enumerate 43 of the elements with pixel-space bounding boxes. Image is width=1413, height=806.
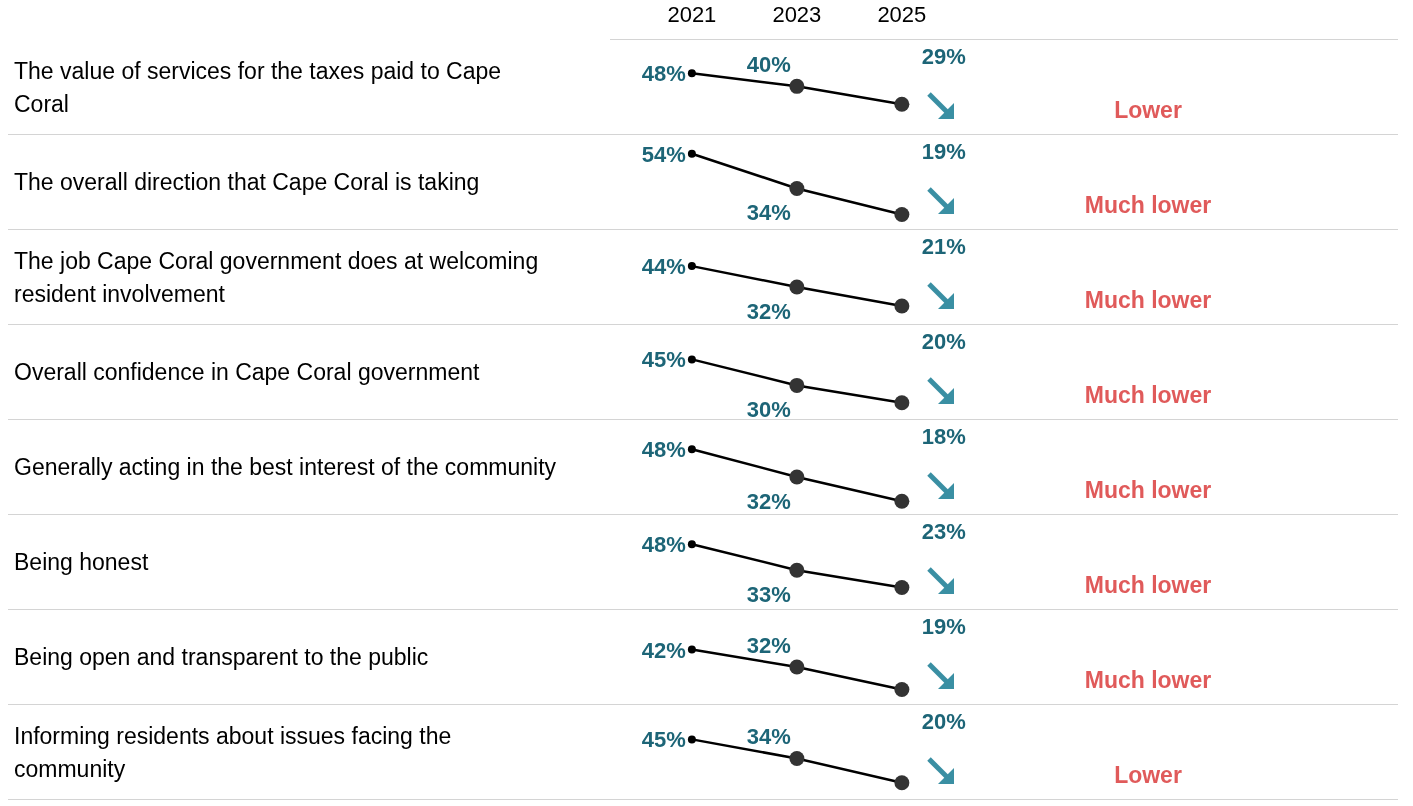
data-label: 20%: [921, 329, 966, 354]
data-label: 23%: [921, 519, 966, 544]
text: Much lower: [1083, 572, 1213, 599]
data-label: 30%: [746, 397, 791, 423]
text: Lower: [1113, 762, 1183, 789]
data-label: 42%: [641, 637, 686, 663]
y-axis-title: Generally acting in the best interest of the community: [14, 453, 557, 482]
y-axis-title: Being open and transparent to the public: [14, 643, 429, 672]
text: Much lower: [1083, 667, 1213, 694]
data-label: 44%: [641, 254, 686, 280]
text: Lower: [1113, 97, 1183, 124]
data-label: 54%: [641, 141, 686, 167]
data-label: 40%: [746, 52, 791, 78]
data-label: 32%: [746, 298, 791, 324]
data-label: 29%: [921, 44, 966, 69]
data-label: 19%: [921, 139, 966, 164]
data-label: 48%: [641, 437, 686, 463]
text: Much lower: [1083, 192, 1213, 219]
data-label: 32%: [746, 488, 791, 514]
text: Much lower: [1083, 382, 1213, 409]
y-axis-title: Overall confidence in Cape Coral government: [14, 358, 480, 387]
data-label: 20%: [921, 709, 966, 734]
y-axis-title: Informing residents about issues facing the community: [14, 721, 453, 784]
y-axis-title: The job Cape Coral government does at welcoming resident involvement: [14, 246, 540, 309]
data-label: 19%: [921, 614, 966, 639]
data-label: 32%: [746, 632, 791, 658]
data-label: 33%: [746, 582, 791, 608]
data-label: 18%: [921, 424, 966, 449]
y-axis-title: The overall direction that Cape Coral is taking: [14, 168, 480, 197]
y-axis-title: The value of services for the taxes paid to Cape Coral: [14, 56, 503, 119]
x-tick-label: 2025: [877, 2, 927, 27]
data-label: 48%: [641, 61, 686, 87]
text: Much lower: [1083, 477, 1213, 504]
x-tick-label: 2021: [667, 2, 717, 27]
data-label: 21%: [921, 234, 966, 259]
data-label: 48%: [641, 532, 686, 558]
text: Much lower: [1083, 287, 1213, 314]
data-label: 34%: [746, 200, 791, 226]
data-label: 45%: [641, 347, 686, 373]
y-axis-title: Being honest: [14, 548, 149, 577]
x-tick-label: 2023: [772, 2, 822, 27]
data-label: 34%: [746, 724, 791, 750]
data-label: 45%: [641, 727, 686, 753]
